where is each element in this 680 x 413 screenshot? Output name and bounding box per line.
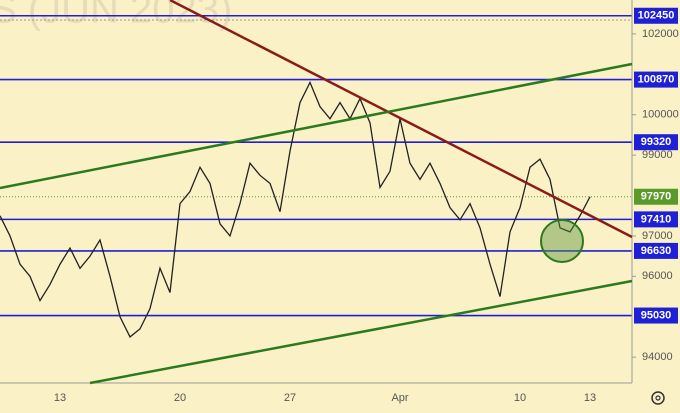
- level-label: 96630: [641, 245, 672, 257]
- level-label-box: [634, 71, 678, 88]
- y-tick-label: 94000: [642, 351, 673, 363]
- trend-line-green: [0, 62, 633, 190]
- last-price-label: 97970: [641, 191, 672, 203]
- y-tick-label: 102000: [642, 28, 679, 40]
- x-tick-label: 20: [174, 392, 186, 404]
- trend-line-red: [169, 0, 633, 239]
- level-label: 99320: [641, 136, 672, 148]
- y-tick-label: 99000: [642, 149, 673, 161]
- level-label: 97410: [641, 213, 672, 225]
- settings-icon[interactable]: [651, 391, 665, 405]
- highlight-circle: [540, 219, 584, 263]
- x-tick-label: 13: [584, 392, 596, 404]
- x-tick-label: 27: [284, 392, 296, 404]
- price-line: [0, 80, 591, 338]
- level-label: 102450: [638, 10, 675, 22]
- gear-hub[interactable]: [655, 395, 661, 401]
- level-label-box: [634, 242, 678, 259]
- x-tick-label: Apr: [391, 392, 408, 404]
- level-label-box: [634, 307, 678, 324]
- plot-area: [0, 14, 632, 338]
- level-label-box: [634, 7, 678, 24]
- level-label-box: [634, 134, 678, 151]
- gear[interactable]: [651, 391, 665, 405]
- trend-line-green: [89, 279, 633, 385]
- x-tick-label: 10: [514, 392, 526, 404]
- x-tick-label: 13: [54, 392, 66, 404]
- level-label-box: [634, 211, 678, 228]
- y-tick-label: 97000: [642, 230, 673, 242]
- level-label: 95030: [641, 309, 672, 321]
- y-tick-label: 100000: [642, 109, 679, 121]
- last-price-box: [634, 188, 678, 205]
- y-tick-label: 96000: [642, 270, 673, 282]
- level-label: 100870: [638, 73, 675, 85]
